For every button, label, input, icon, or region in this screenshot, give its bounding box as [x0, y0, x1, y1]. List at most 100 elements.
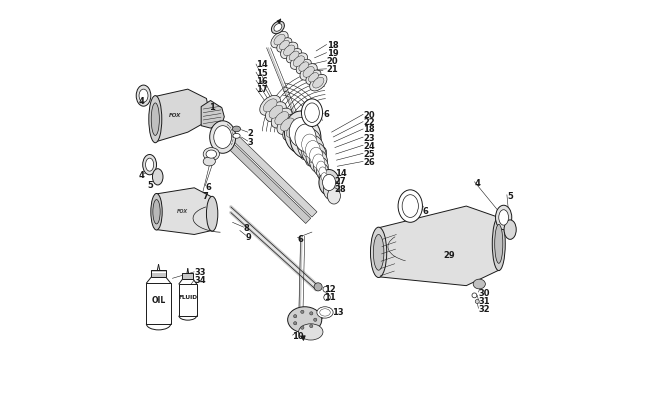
- Ellipse shape: [274, 25, 282, 32]
- Ellipse shape: [291, 54, 307, 70]
- Text: 15: 15: [256, 68, 268, 77]
- Ellipse shape: [299, 63, 309, 72]
- Ellipse shape: [300, 64, 317, 81]
- Ellipse shape: [373, 235, 384, 271]
- Polygon shape: [155, 90, 209, 143]
- Text: 34: 34: [194, 276, 206, 285]
- Circle shape: [472, 293, 477, 298]
- Ellipse shape: [281, 119, 294, 132]
- Ellipse shape: [298, 129, 322, 161]
- Ellipse shape: [295, 125, 316, 152]
- Ellipse shape: [283, 122, 304, 141]
- Text: 6: 6: [422, 207, 428, 216]
- Ellipse shape: [286, 125, 300, 138]
- Text: 18: 18: [326, 41, 338, 50]
- Text: 21: 21: [326, 65, 339, 74]
- Text: FLUID: FLUID: [178, 294, 197, 299]
- Circle shape: [294, 322, 297, 325]
- Text: FOX: FOX: [168, 113, 181, 118]
- Text: 11: 11: [324, 292, 336, 301]
- Text: 20: 20: [363, 111, 375, 119]
- Ellipse shape: [293, 57, 305, 67]
- Circle shape: [323, 287, 329, 292]
- Ellipse shape: [303, 67, 314, 78]
- Ellipse shape: [203, 148, 220, 161]
- Circle shape: [301, 311, 304, 314]
- Polygon shape: [157, 188, 212, 235]
- Ellipse shape: [274, 35, 285, 46]
- Ellipse shape: [320, 309, 330, 316]
- Text: 30: 30: [478, 288, 490, 297]
- Text: 4: 4: [138, 171, 144, 179]
- Polygon shape: [151, 271, 166, 277]
- Ellipse shape: [317, 162, 325, 173]
- Text: 24: 24: [363, 141, 375, 150]
- Ellipse shape: [292, 131, 306, 145]
- Ellipse shape: [324, 180, 339, 200]
- Polygon shape: [179, 284, 197, 316]
- Ellipse shape: [151, 194, 162, 230]
- Ellipse shape: [290, 118, 321, 159]
- Ellipse shape: [287, 49, 302, 64]
- Ellipse shape: [298, 324, 323, 340]
- Text: 12: 12: [324, 285, 336, 294]
- Ellipse shape: [492, 217, 505, 271]
- Text: 14: 14: [335, 169, 346, 178]
- Text: 5: 5: [147, 181, 153, 190]
- Ellipse shape: [321, 173, 328, 181]
- Text: 3: 3: [248, 137, 254, 146]
- Text: 13: 13: [332, 307, 344, 316]
- Ellipse shape: [139, 90, 148, 103]
- Ellipse shape: [203, 158, 215, 166]
- Ellipse shape: [283, 46, 295, 57]
- Ellipse shape: [153, 200, 160, 224]
- Text: OIL: OIL: [151, 295, 166, 304]
- Ellipse shape: [314, 283, 322, 291]
- Text: 20: 20: [326, 57, 338, 66]
- Ellipse shape: [309, 73, 318, 83]
- Ellipse shape: [473, 279, 486, 289]
- Polygon shape: [225, 128, 317, 217]
- Ellipse shape: [207, 197, 218, 232]
- Text: 7: 7: [202, 192, 208, 200]
- Ellipse shape: [398, 190, 423, 223]
- Ellipse shape: [289, 52, 299, 61]
- Ellipse shape: [370, 228, 387, 278]
- Ellipse shape: [214, 126, 231, 149]
- Ellipse shape: [271, 32, 288, 49]
- Ellipse shape: [302, 100, 322, 127]
- Ellipse shape: [317, 307, 333, 318]
- Text: 23: 23: [363, 133, 375, 142]
- Ellipse shape: [136, 86, 151, 107]
- Circle shape: [324, 294, 330, 301]
- Ellipse shape: [322, 175, 335, 191]
- Text: 6: 6: [205, 183, 211, 192]
- Ellipse shape: [504, 220, 516, 240]
- Text: 1: 1: [209, 103, 215, 112]
- Ellipse shape: [233, 127, 240, 132]
- Text: 4: 4: [474, 179, 480, 188]
- Text: 14: 14: [256, 60, 268, 69]
- Text: FOX: FOX: [177, 209, 188, 214]
- Ellipse shape: [319, 170, 339, 196]
- Polygon shape: [218, 134, 311, 224]
- Ellipse shape: [271, 109, 292, 129]
- Ellipse shape: [306, 143, 326, 169]
- Circle shape: [475, 300, 479, 304]
- Ellipse shape: [306, 71, 321, 85]
- Ellipse shape: [296, 60, 311, 75]
- Ellipse shape: [210, 122, 236, 154]
- Text: 26: 26: [363, 158, 375, 166]
- Ellipse shape: [143, 155, 157, 175]
- Ellipse shape: [319, 171, 330, 184]
- Text: 16: 16: [256, 77, 268, 85]
- Text: 18: 18: [363, 125, 375, 134]
- Ellipse shape: [309, 75, 327, 92]
- Text: 22: 22: [363, 118, 375, 127]
- Ellipse shape: [265, 102, 287, 122]
- Ellipse shape: [285, 112, 317, 154]
- Text: 8: 8: [244, 223, 250, 232]
- Ellipse shape: [151, 104, 159, 136]
- Ellipse shape: [306, 141, 320, 160]
- Ellipse shape: [277, 115, 298, 135]
